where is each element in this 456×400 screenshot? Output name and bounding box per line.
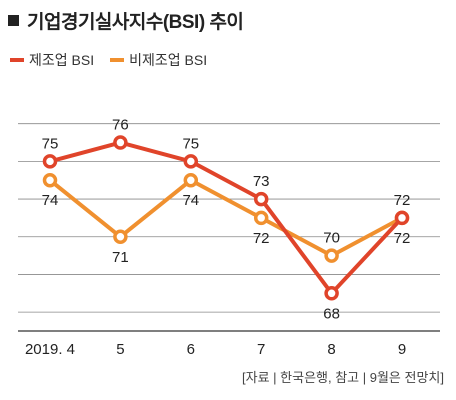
data-point-series-2 [183,172,199,188]
data-label-series-2: 72 [253,230,270,247]
chart-title: 기업경기실사지수(BSI) 추이 [27,11,244,33]
legend-item-series-1: 제조업 BSI [10,50,94,70]
data-label-series-2: 72 [394,230,411,247]
legend-swatch-series-2 [110,58,125,62]
legend-swatch-series-1 [10,58,24,62]
series-line-2 [48,178,404,258]
legend: 제조업 BSI 비제조업 BSI [10,50,223,70]
source-note: [자료 | 한국은행, 참고 | 9월은 전망치] [242,370,444,385]
x-tick-label: 8 [327,341,335,358]
title-bullet-icon [8,14,19,26]
x-tick-label: 5 [116,341,124,358]
data-point-series-1 [183,154,199,169]
data-label-series-1: 73 [253,173,270,190]
data-point-series-2 [324,248,339,263]
data-label-series-1: 76 [112,117,129,134]
x-tick-label: 2019. 4 [25,341,75,358]
data-point-series-1 [253,191,269,207]
data-point-series-2 [253,210,269,226]
legend-item-series-2: 비제조업 BSI [110,50,207,70]
data-label-series-2: 71 [112,249,129,266]
data-label-series-2: 74 [182,192,199,209]
legend-label-series-1: 제조업 BSI [29,52,95,68]
data-label-series-1: 72 [394,192,411,209]
data-label-series-2: 70 [323,230,340,247]
data-label-series-1: 68 [323,305,340,322]
data-point-series-1 [113,135,128,150]
series-line-1 [48,140,404,296]
data-point-series-2 [113,229,128,245]
data-point-series-1 [42,154,58,169]
data-point-series-1 [324,286,339,301]
x-tick-label: 9 [398,341,406,358]
legend-label-series-2: 비제조업 BSI [129,52,208,68]
data-label-series-1: 75 [182,135,199,152]
x-tick-label: 6 [187,341,195,358]
title-row: 기업경기실사지수(BSI) 추이 [8,8,244,33]
data-label-series-1: 75 [42,135,59,152]
data-label-series-2: 74 [42,192,59,209]
x-tick-label: 7 [257,341,265,358]
data-point-series-2 [42,172,58,188]
data-point-series-1 [394,210,410,226]
